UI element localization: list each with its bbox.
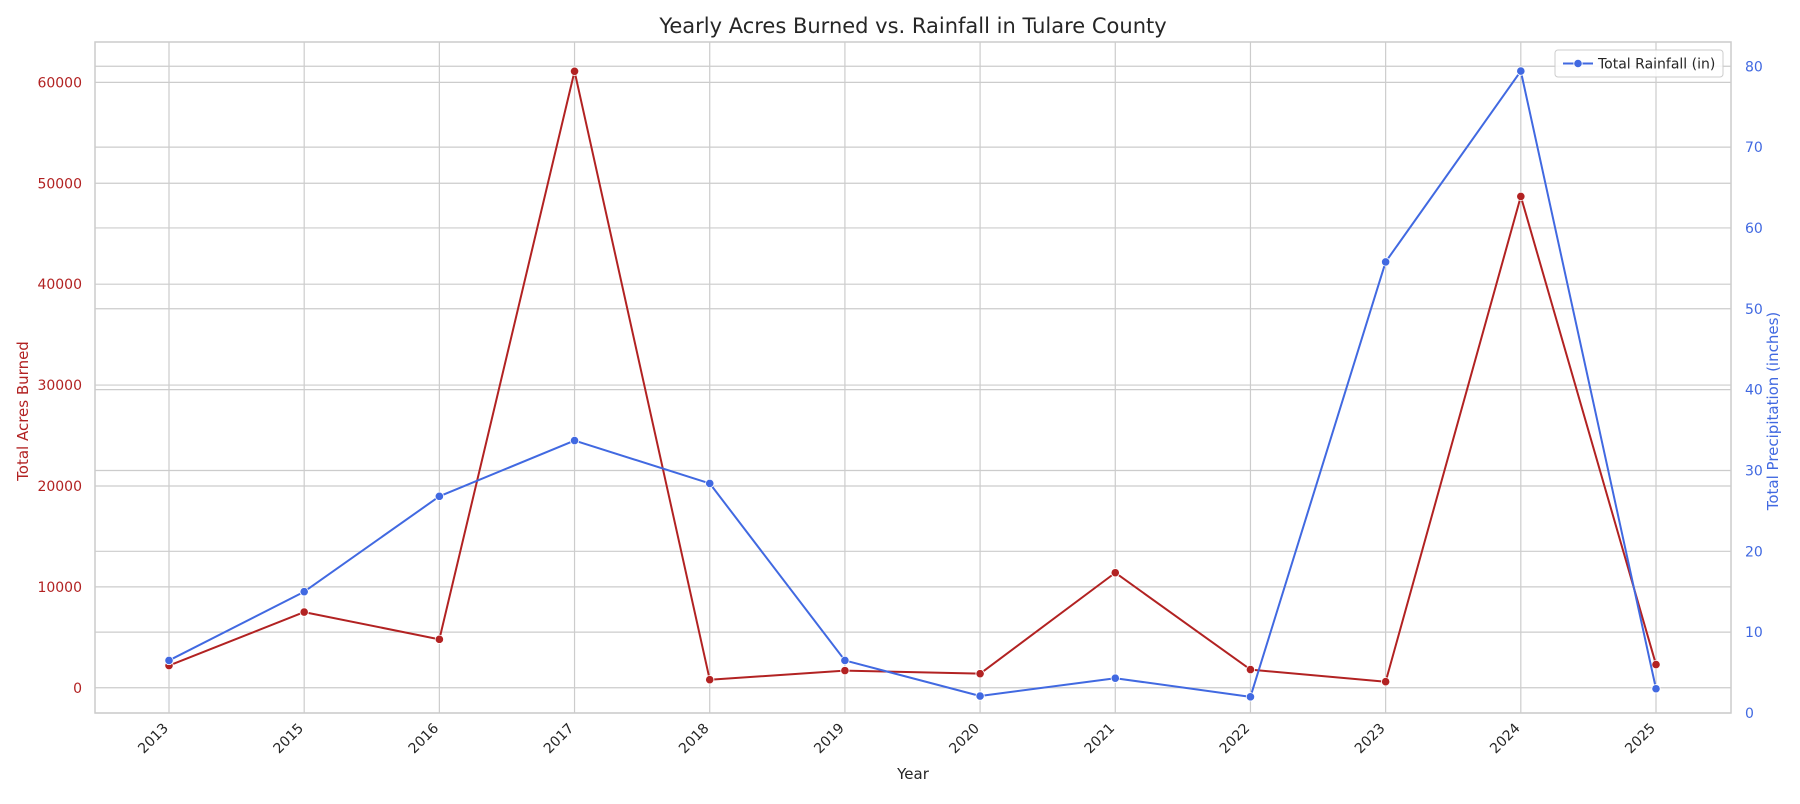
left-y-axis-label: Total Acres Burned <box>14 341 32 482</box>
x-tick-label: 2021 <box>1082 721 1119 758</box>
x-axis: 2013 2015 2016 2017 2018 2019 2020 2021 2022 2023… <box>135 720 1659 757</box>
series-point <box>1245 692 1256 702</box>
series-point <box>840 666 850 676</box>
series-point <box>705 478 715 489</box>
series-line <box>168 70 1657 698</box>
left-y-axis: 0 10000 20000 30000 40000 50000 60000 <box>37 75 82 696</box>
series-point <box>299 587 309 597</box>
x-axis-label: Year <box>896 765 930 783</box>
series-point <box>1651 684 1661 694</box>
x-tick-label: 2020 <box>946 721 983 758</box>
series-point <box>164 655 174 666</box>
right-y-tick-label: 40 <box>1745 383 1763 399</box>
series-point <box>1110 673 1120 683</box>
x-tick-label: 2013 <box>135 721 172 758</box>
series-point <box>705 675 715 685</box>
right-y-tick-label: 80 <box>1745 59 1763 75</box>
grid <box>95 42 1731 714</box>
x-tick-label: 2022 <box>1217 721 1254 758</box>
series-point <box>569 435 580 446</box>
legend: Total Rainfall (in) <box>1554 49 1724 78</box>
legend-box <box>1554 49 1724 78</box>
left-y-tick-label: 0 <box>73 681 82 697</box>
left-y-tick-label: 50000 <box>37 176 82 192</box>
legend-marker-swatch <box>1573 58 1583 69</box>
series-point <box>1651 659 1661 670</box>
right-y-tick-label: 0 <box>1745 706 1754 722</box>
series-line <box>168 70 1657 683</box>
series-1 <box>164 66 1661 702</box>
series-point <box>434 634 444 644</box>
series-point <box>299 607 309 617</box>
right-y-axis-label: Total Precipitation (inches) <box>1764 312 1782 512</box>
right-y-tick-label: 50 <box>1745 302 1763 318</box>
series-point <box>840 655 850 666</box>
right-y-tick-label: 30 <box>1745 463 1763 479</box>
left-y-tick-label: 10000 <box>37 580 82 596</box>
series-point <box>975 691 985 701</box>
right-y-tick-label: 10 <box>1745 625 1763 641</box>
series-point <box>975 669 985 679</box>
left-y-tick-label: 20000 <box>37 479 82 495</box>
series-point <box>1245 665 1256 675</box>
x-tick-label: 2023 <box>1352 721 1389 758</box>
right-y-tick-label: 70 <box>1745 140 1763 156</box>
left-y-tick-label: 30000 <box>37 378 82 394</box>
right-y-tick-label: 20 <box>1745 544 1763 560</box>
series-point <box>1516 66 1526 76</box>
right-y-axis: 0 10 20 30 40 50 60 70 80 <box>1745 59 1763 722</box>
left-y-tick-label: 40000 <box>37 277 82 293</box>
x-tick-label: 2024 <box>1487 720 1524 757</box>
series <box>164 66 1661 702</box>
left-y-tick-label: 60000 <box>37 75 82 91</box>
series-point <box>569 66 580 76</box>
x-tick-label: 2019 <box>811 721 848 758</box>
series-point <box>1516 191 1526 201</box>
right-y-tick-label: 60 <box>1745 221 1763 237</box>
x-tick-label: 2025 <box>1622 721 1659 758</box>
x-tick-label: 2018 <box>676 721 713 758</box>
series-point <box>1110 568 1120 578</box>
series-point <box>1381 257 1391 267</box>
x-tick-label: 2017 <box>541 721 578 758</box>
legend-entry-label: Total Rainfall (in) <box>1597 57 1715 73</box>
plot-frame <box>94 41 1732 714</box>
series-point <box>1381 677 1391 687</box>
chart-title: Yearly Acres Burned vs. Rainfall in Tula… <box>658 14 1166 38</box>
x-tick-label: 2015 <box>270 721 307 758</box>
x-tick-label: 2016 <box>406 720 443 757</box>
series-0 <box>164 66 1661 687</box>
series-point <box>434 491 444 501</box>
